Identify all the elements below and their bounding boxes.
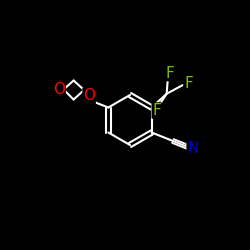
Text: F: F [184,76,193,90]
Text: O: O [53,82,65,97]
Text: F: F [152,103,161,118]
Text: O: O [83,88,95,104]
Text: F: F [166,66,174,80]
Text: N: N [187,142,198,156]
